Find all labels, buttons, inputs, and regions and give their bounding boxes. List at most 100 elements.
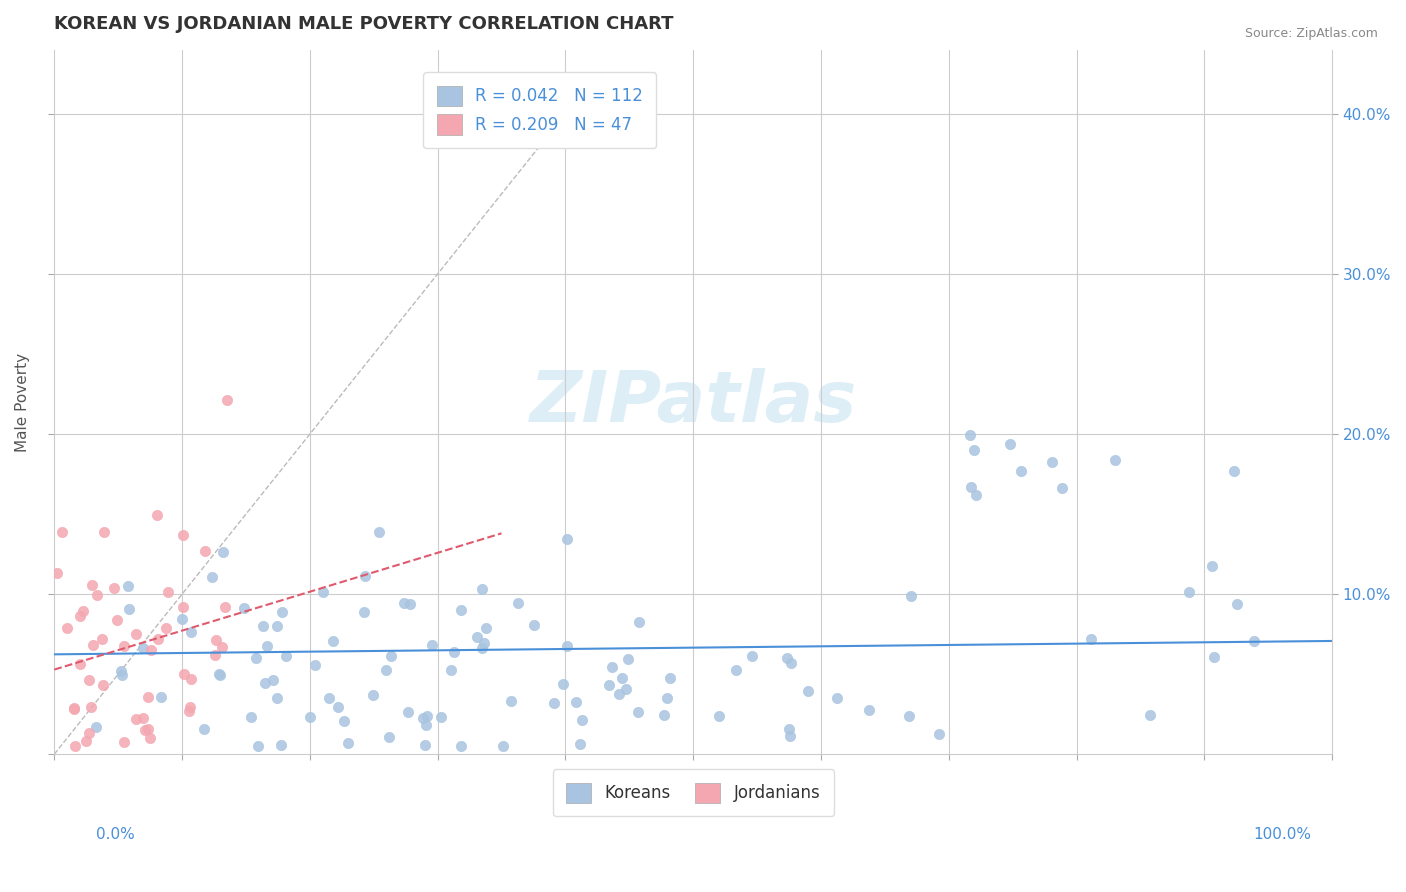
Point [322, 633, 344, 648]
Point [136, 722, 159, 736]
Point [262, 673, 284, 688]
Point [412, 711, 434, 725]
Point [415, 708, 437, 723]
Point [312, 585, 335, 599]
Point [246, 739, 269, 754]
Point [180, 625, 202, 640]
Point [208, 667, 231, 681]
Point [214, 599, 236, 614]
Point [392, 596, 415, 610]
Point [193, 723, 215, 737]
Point [132, 640, 155, 655]
Point [443, 645, 465, 659]
Point [266, 619, 288, 633]
Point [46, 566, 69, 581]
Point [105, 613, 128, 627]
Point [204, 632, 226, 647]
Point [396, 705, 419, 719]
Point [928, 727, 950, 741]
Point [91, 678, 114, 692]
Point [69, 657, 91, 671]
Point [82, 638, 104, 652]
Point [148, 632, 170, 646]
Point [103, 581, 125, 595]
Point [440, 663, 463, 677]
Point [110, 664, 132, 678]
Point [1178, 585, 1201, 599]
Point [211, 545, 233, 559]
Point [63, 739, 86, 754]
Point [149, 690, 172, 705]
Point [77, 726, 100, 740]
Point [112, 734, 135, 748]
Point [367, 525, 389, 540]
Point [69, 609, 91, 624]
Point [553, 677, 575, 691]
Point [1040, 455, 1063, 469]
Point [333, 714, 356, 728]
Point [80, 700, 103, 714]
Point [1010, 464, 1032, 478]
Point [145, 508, 167, 522]
Point [266, 691, 288, 706]
Point [571, 714, 593, 728]
Point [117, 602, 139, 616]
Y-axis label: Male Poverty: Male Poverty [15, 352, 30, 451]
Point [707, 709, 730, 723]
Point [465, 630, 488, 644]
Point [270, 738, 292, 752]
Point [180, 672, 202, 686]
Point [56, 621, 79, 635]
Point [136, 690, 159, 704]
Point [628, 615, 651, 629]
Point [600, 660, 623, 674]
Text: ZIPatlas: ZIPatlas [530, 368, 856, 436]
Point [75, 733, 97, 747]
Point [84, 720, 107, 734]
Point [598, 678, 620, 692]
Point [779, 729, 801, 743]
Point [523, 618, 546, 632]
Point [239, 709, 262, 723]
Point [422, 638, 444, 652]
Point [194, 544, 217, 558]
Point [132, 711, 155, 725]
Text: 0.0%: 0.0% [96, 827, 135, 841]
Point [155, 621, 177, 635]
Point [565, 695, 588, 709]
Point [79, 673, 101, 687]
Point [380, 648, 402, 663]
Text: KOREAN VS JORDANIAN MALE POVERTY CORRELATION CHART: KOREAN VS JORDANIAN MALE POVERTY CORRELA… [55, 15, 673, 33]
Point [413, 739, 436, 753]
Point [298, 710, 321, 724]
Point [998, 436, 1021, 450]
Point [960, 480, 983, 494]
Legend: Koreans, Jordanians: Koreans, Jordanians [553, 769, 834, 816]
Point [336, 736, 359, 750]
Point [963, 443, 986, 458]
Point [208, 668, 231, 682]
Point [1050, 481, 1073, 495]
Point [610, 671, 633, 685]
Point [959, 427, 981, 442]
Point [62, 701, 84, 715]
Point [111, 668, 134, 682]
Point [86, 588, 108, 602]
Point [555, 532, 578, 546]
Point [797, 684, 820, 698]
Point [898, 708, 921, 723]
Point [652, 708, 675, 723]
Point [156, 584, 179, 599]
Point [172, 599, 194, 614]
Point [51, 524, 73, 539]
Point [858, 703, 880, 717]
Point [204, 648, 226, 662]
Point [450, 739, 472, 754]
Point [124, 712, 146, 726]
Point [778, 722, 800, 736]
Point [568, 737, 591, 751]
Point [627, 705, 650, 719]
Point [215, 392, 238, 407]
Point [139, 731, 162, 745]
Point [506, 596, 529, 610]
